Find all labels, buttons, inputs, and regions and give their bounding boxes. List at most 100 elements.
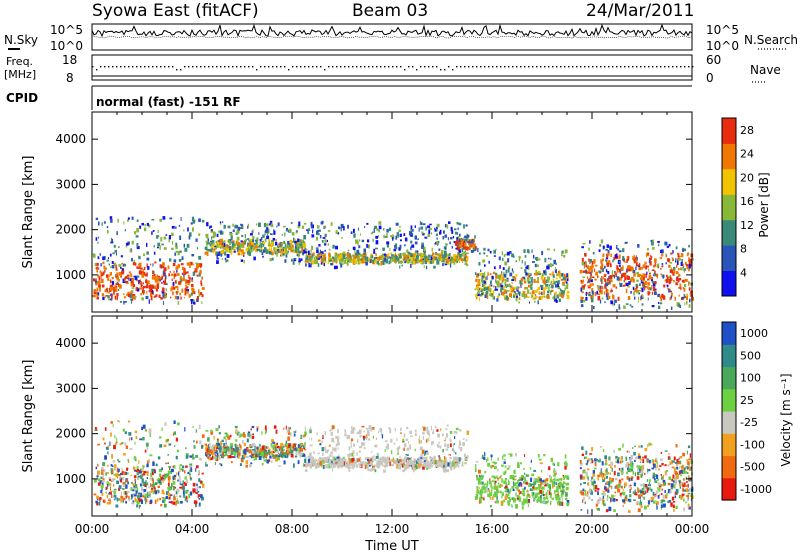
scatter-cell [198, 272, 201, 277]
scatter-cell [132, 495, 134, 498]
freq-dot [152, 66, 154, 68]
scatter-cell [236, 246, 240, 250]
scatter-cell [540, 469, 543, 473]
scatter-cell [602, 245, 605, 249]
freq-dot [692, 66, 694, 68]
scatter-cell [148, 299, 150, 304]
scatter-cell [409, 430, 412, 435]
scatter-cell [546, 276, 550, 281]
scatter-cell [185, 283, 187, 285]
scatter-cell [431, 441, 435, 444]
scatter-cell [164, 422, 167, 426]
scatter-cell [517, 287, 519, 291]
scatter-cell [439, 461, 443, 464]
scatter-cell [532, 297, 535, 300]
scatter-cell [482, 288, 485, 291]
scatter-cell [623, 305, 626, 309]
scatter-cell [113, 262, 115, 265]
scatter-cell [134, 262, 137, 266]
scatter-cell [279, 251, 282, 254]
scatter-cell [418, 227, 420, 232]
scatter-cell [224, 251, 227, 256]
scatter-cell [138, 498, 142, 502]
scatter-cell [104, 289, 107, 293]
scatter-cell [221, 250, 224, 254]
scatter-cell [497, 477, 500, 480]
scatter-cell [350, 444, 352, 448]
scatter-cell [422, 456, 425, 460]
scatter-cell [353, 233, 356, 238]
scatter-cell [282, 251, 285, 256]
scatter-cell [402, 258, 405, 261]
scatter-cell [622, 265, 624, 270]
scatter-cell [555, 267, 557, 270]
scatter-cell [352, 427, 356, 429]
scatter-cell [637, 274, 640, 278]
colorbar-segment [722, 118, 736, 144]
scatter-cell [243, 259, 245, 264]
scatter-cell [189, 491, 193, 496]
scatter-cell [499, 265, 501, 269]
scatter-cell [239, 444, 242, 449]
scatter-cell [389, 259, 392, 262]
freq-dot [632, 66, 634, 68]
scatter-cell [625, 269, 628, 273]
scatter-cell [151, 468, 154, 473]
scatter-cell [340, 460, 343, 463]
scatter-cell [126, 495, 128, 498]
scatter-cell [509, 272, 513, 277]
scatter-cell [651, 269, 655, 271]
scatter-cell [519, 280, 522, 285]
scatter-cell [206, 455, 210, 458]
scatter-cell [290, 445, 292, 450]
scatter-cell [434, 253, 437, 256]
scatter-cell [365, 462, 368, 466]
scatter-cell [372, 259, 375, 264]
freq-dot [136, 66, 138, 68]
scatter-cell [664, 279, 666, 282]
scatter-cell [102, 296, 105, 301]
scatter-cell [465, 439, 468, 442]
scatter-cell [119, 478, 123, 483]
scatter-cell [263, 445, 265, 449]
scatter-cell [145, 279, 148, 284]
scatter-cell [195, 465, 199, 469]
scatter-cell [386, 462, 388, 465]
scatter-cell [680, 267, 683, 271]
scatter-cell [398, 459, 402, 462]
scatter-cell [614, 271, 616, 273]
scatter-cell [268, 459, 271, 462]
scatter-cell [366, 436, 369, 439]
scatter-cell [367, 430, 370, 434]
scatter-cell [260, 243, 263, 248]
scatter-cell [426, 462, 428, 467]
scatter-cell [182, 469, 184, 472]
scatter-cell [189, 263, 191, 268]
scatter-cell [245, 465, 248, 468]
scatter-cell [615, 254, 618, 258]
scatter-cell [406, 464, 409, 469]
scatter-cell [514, 277, 517, 282]
scatter-cell [171, 278, 173, 281]
scatter-cell [372, 231, 374, 234]
scatter-cell [121, 467, 123, 472]
scatter-cell [217, 438, 219, 441]
scatter-cell [522, 291, 526, 294]
scatter-cell [276, 442, 278, 445]
scatter-cell [244, 240, 246, 245]
scatter-cell [408, 462, 411, 465]
scatter-cell [512, 270, 515, 274]
scatter-cell [524, 269, 527, 273]
scatter-cell [167, 470, 171, 475]
scatter-cell [290, 432, 292, 437]
scatter-cell [288, 426, 291, 429]
scatter-cell [106, 481, 110, 486]
scatter-cell [152, 480, 155, 484]
scatter-cell [478, 280, 480, 285]
freq-dot [268, 66, 270, 68]
scatter-cell [591, 283, 594, 286]
scatter-cell [293, 433, 296, 437]
scatter-cell [447, 462, 450, 467]
scatter-cell [383, 459, 385, 463]
scatter-cell [150, 500, 153, 504]
